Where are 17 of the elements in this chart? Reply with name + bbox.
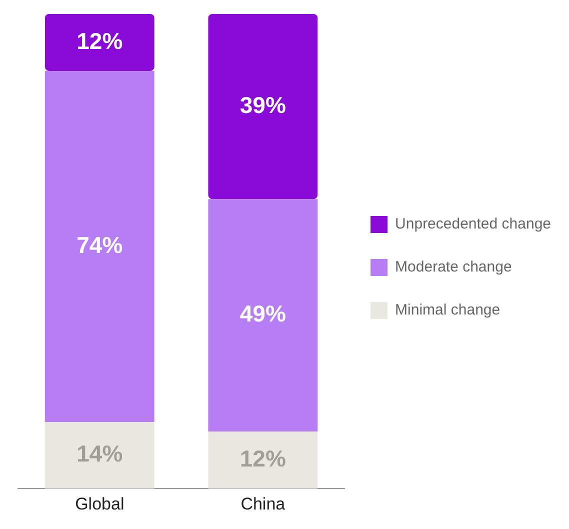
bar: [208, 14, 318, 200]
bar: [208, 199, 318, 432]
x-tick-label: China: [240, 494, 286, 514]
data-label: 14%: [76, 440, 123, 467]
data-label: 39%: [240, 92, 286, 118]
bar: [44, 70, 154, 422]
bar: [208, 432, 318, 489]
legend-label: Moderate change: [395, 258, 512, 276]
bar: [44, 14, 154, 71]
legend-label: Unprecedented change: [395, 216, 552, 233]
data-label: 12%: [76, 28, 123, 54]
legend-label: Minimal change: [395, 302, 500, 319]
data-label: 49%: [240, 300, 286, 327]
data-label: 12%: [240, 445, 286, 472]
data-label: 74%: [76, 232, 123, 258]
x-tick-label: Global: [75, 494, 124, 514]
bar: [44, 422, 154, 489]
